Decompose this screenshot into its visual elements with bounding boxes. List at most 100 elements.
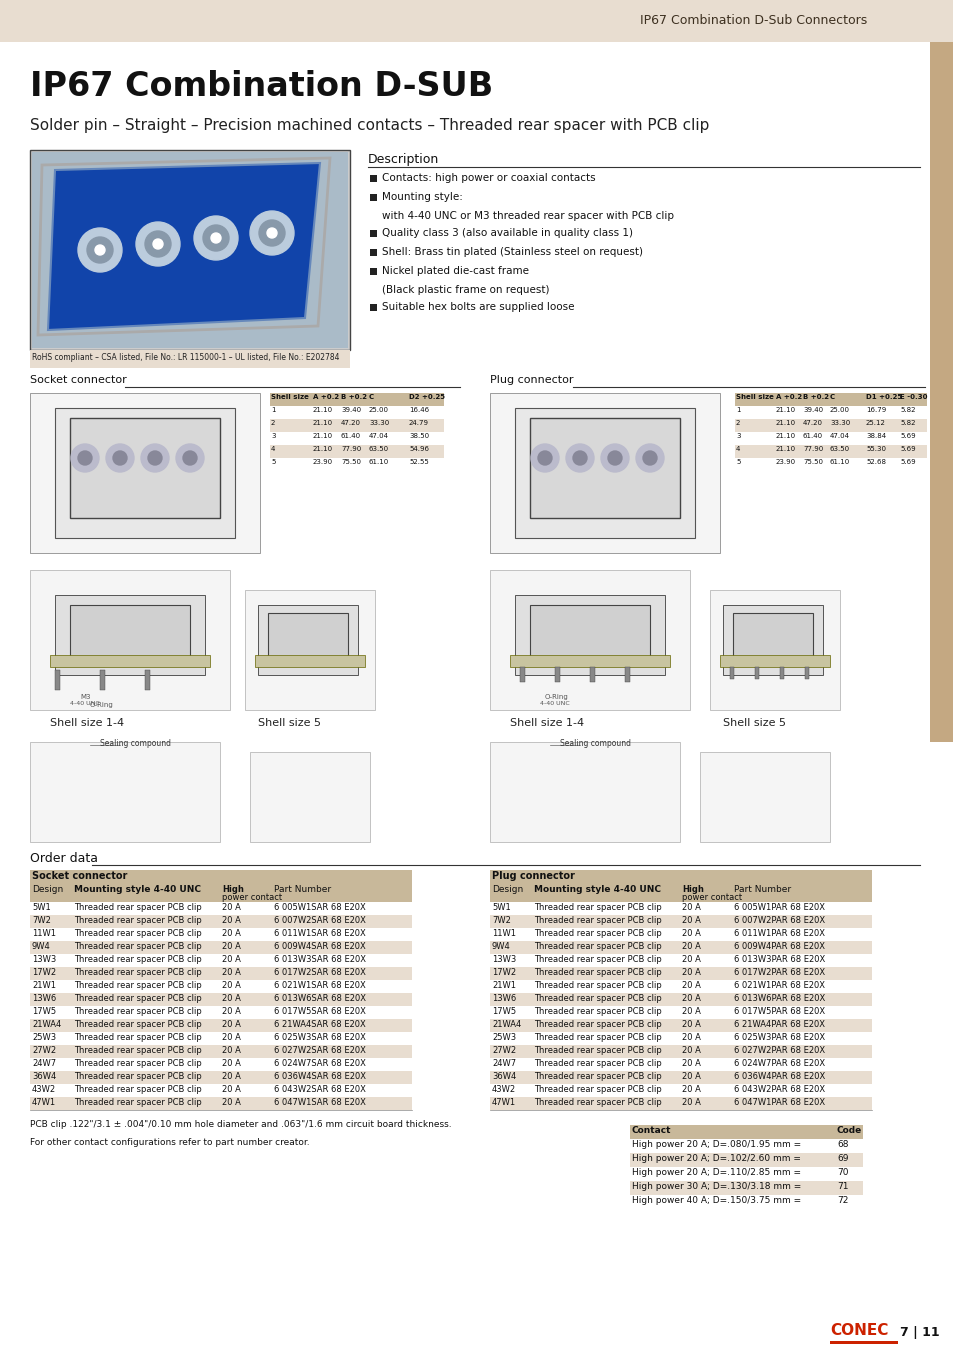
Bar: [929, 42, 953, 742]
Text: Quality class 3 (also available in quality class 1): Quality class 3 (also available in quali…: [381, 228, 633, 238]
Circle shape: [193, 216, 237, 261]
Text: 6 047W1PAR 68 E20X: 6 047W1PAR 68 E20X: [733, 1098, 824, 1107]
Circle shape: [642, 451, 657, 464]
Text: Design: Design: [492, 886, 522, 894]
Text: Threaded rear spacer PCB clip: Threaded rear spacer PCB clip: [74, 1098, 201, 1107]
Bar: [515, 595, 664, 675]
Text: 5.82: 5.82: [899, 420, 915, 427]
Text: IP67 Combination D-Sub Connectors: IP67 Combination D-Sub Connectors: [639, 14, 866, 27]
Bar: [30, 1084, 412, 1098]
Text: 6 007W2PAR 68 E20X: 6 007W2PAR 68 E20X: [733, 917, 824, 925]
Text: RoHS compliant – CSA listed, File No.: LR 115000-1 – UL listed, File No.: E20278: RoHS compliant – CSA listed, File No.: L…: [32, 352, 339, 362]
Text: 20 A: 20 A: [681, 1098, 700, 1107]
Text: 20 A: 20 A: [222, 968, 240, 977]
Text: Threaded rear spacer PCB clip: Threaded rear spacer PCB clip: [74, 1072, 201, 1081]
Text: Code: Code: [836, 1126, 862, 1135]
Circle shape: [141, 444, 169, 472]
Text: 61.10: 61.10: [369, 459, 389, 464]
Text: 36W4: 36W4: [492, 1072, 516, 1081]
Text: 16.79: 16.79: [865, 406, 885, 413]
Text: C: C: [369, 394, 374, 400]
Text: Solder pin – Straight – Precision machined contacts – Threaded rear spacer with : Solder pin – Straight – Precision machin…: [30, 117, 709, 134]
Bar: [270, 406, 443, 418]
Bar: [30, 927, 412, 941]
Circle shape: [203, 225, 229, 251]
Text: 17W5: 17W5: [492, 1007, 516, 1017]
Text: 55.30: 55.30: [865, 446, 885, 452]
Bar: [490, 1019, 871, 1031]
Text: High power 20 A; D=.080/1.95 mm =: High power 20 A; D=.080/1.95 mm =: [631, 1139, 801, 1149]
Text: 4-40 UNC: 4-40 UNC: [70, 701, 100, 706]
Text: 63.50: 63.50: [369, 446, 389, 452]
Text: Part Number: Part Number: [733, 886, 790, 894]
Text: 6 017W5PAR 68 E20X: 6 017W5PAR 68 E20X: [733, 1007, 824, 1017]
Text: Sealing compound: Sealing compound: [559, 738, 630, 748]
Text: Threaded rear spacer PCB clip: Threaded rear spacer PCB clip: [74, 1046, 201, 1054]
Text: 24W7: 24W7: [32, 1058, 56, 1068]
Text: 6 036W4PAR 68 E20X: 6 036W4PAR 68 E20X: [733, 1072, 824, 1081]
Text: 6 009W4PAR 68 E20X: 6 009W4PAR 68 E20X: [733, 942, 824, 950]
Text: Shell size 5: Shell size 5: [722, 718, 785, 728]
Text: 21.10: 21.10: [313, 406, 333, 413]
Text: 20 A: 20 A: [681, 1033, 700, 1042]
Bar: [490, 884, 871, 902]
Text: Threaded rear spacer PCB clip: Threaded rear spacer PCB clip: [74, 1085, 201, 1094]
Bar: [490, 980, 871, 994]
Text: 20 A: 20 A: [222, 1072, 240, 1081]
Text: 38.50: 38.50: [409, 433, 429, 439]
Circle shape: [175, 444, 204, 472]
Text: 20 A: 20 A: [681, 954, 700, 964]
Circle shape: [112, 451, 127, 464]
Bar: [30, 1058, 412, 1071]
Bar: [629, 1153, 862, 1166]
Bar: [30, 967, 412, 980]
Text: 1: 1: [271, 406, 275, 413]
Text: Threaded rear spacer PCB clip: Threaded rear spacer PCB clip: [74, 1058, 201, 1068]
Text: Threaded rear spacer PCB clip: Threaded rear spacer PCB clip: [74, 954, 201, 964]
Text: 47W1: 47W1: [32, 1098, 56, 1107]
Text: B +0.2: B +0.2: [802, 394, 828, 400]
Bar: [370, 248, 376, 256]
Text: 5: 5: [271, 459, 275, 464]
Bar: [629, 1195, 862, 1210]
Text: 6 017W2SAR 68 E20X: 6 017W2SAR 68 E20X: [274, 968, 366, 977]
Bar: [270, 446, 443, 458]
Text: 5.69: 5.69: [899, 433, 915, 439]
Text: Shell size: Shell size: [271, 394, 309, 400]
Text: M3: M3: [80, 694, 91, 701]
Circle shape: [537, 451, 552, 464]
Text: 6 036W4SAR 68 E20X: 6 036W4SAR 68 E20X: [274, 1072, 366, 1081]
Bar: [515, 408, 695, 539]
Text: Threaded rear spacer PCB clip: Threaded rear spacer PCB clip: [74, 1033, 201, 1042]
Bar: [734, 418, 926, 432]
Text: 6 009W4SAR 68 E20X: 6 009W4SAR 68 E20X: [274, 942, 365, 950]
Text: 20 A: 20 A: [222, 1058, 240, 1068]
Bar: [780, 667, 783, 679]
Circle shape: [250, 211, 294, 255]
Text: 20 A: 20 A: [222, 1085, 240, 1094]
Bar: [270, 458, 443, 471]
Bar: [490, 1058, 871, 1071]
Text: 21.10: 21.10: [775, 420, 796, 427]
Text: High power 40 A; D=.150/3.75 mm =: High power 40 A; D=.150/3.75 mm =: [631, 1196, 801, 1206]
Text: 6 005W1SAR 68 E20X: 6 005W1SAR 68 E20X: [274, 903, 365, 913]
Text: Socket connector: Socket connector: [30, 375, 127, 385]
Text: 38.84: 38.84: [865, 433, 885, 439]
Text: Shell size 1-4: Shell size 1-4: [50, 718, 124, 728]
Text: 61.10: 61.10: [829, 459, 849, 464]
Text: 6 21WA4PAR 68 E20X: 6 21WA4PAR 68 E20X: [733, 1021, 824, 1029]
Text: 20 A: 20 A: [222, 1033, 240, 1042]
Bar: [722, 605, 822, 675]
Bar: [829, 1341, 897, 1345]
Text: A +0.2: A +0.2: [313, 394, 338, 400]
Bar: [30, 1071, 412, 1084]
Circle shape: [183, 451, 196, 464]
Text: 27W2: 27W2: [32, 1046, 56, 1054]
Bar: [530, 418, 679, 518]
Bar: [30, 743, 220, 842]
Bar: [30, 915, 412, 927]
Text: 7W2: 7W2: [492, 917, 511, 925]
Bar: [100, 670, 105, 690]
Text: 17W2: 17W2: [32, 968, 56, 977]
Text: D2 +0.25: D2 +0.25: [409, 394, 444, 400]
